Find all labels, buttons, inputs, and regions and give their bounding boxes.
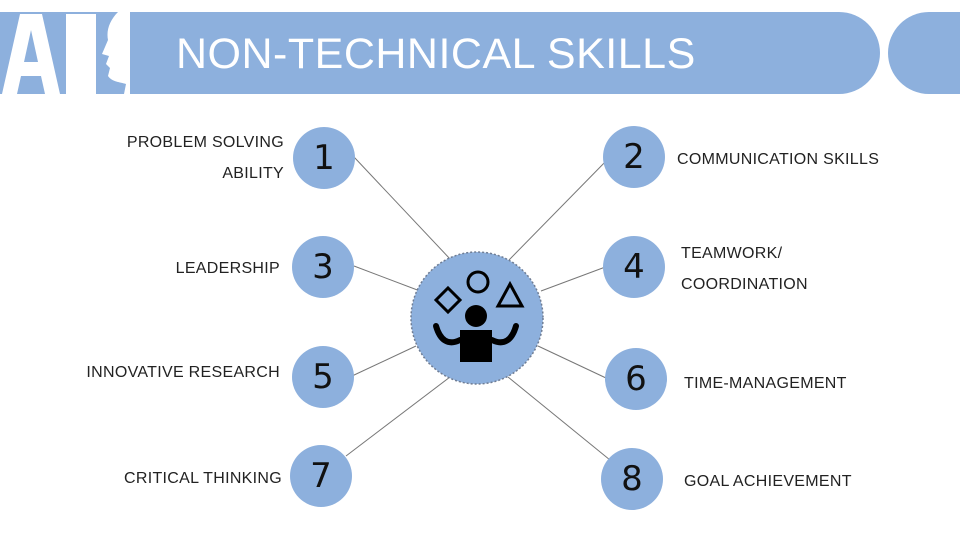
skill-number-8: 8	[601, 448, 663, 510]
skill-number-1: 1	[293, 127, 355, 189]
skill-label-8: GOAL ACHIEVEMENT	[684, 473, 852, 491]
skill-number-2: 2	[603, 126, 665, 188]
center-hub	[410, 251, 544, 385]
connector-line-7	[345, 376, 451, 457]
skill-label-7-text: CRITICAL THINKING	[123, 470, 282, 487]
connector-line-4	[540, 265, 609, 292]
skill-label-2-text: COMMUNICATION SKILLS	[677, 151, 880, 168]
title-banner-right-cap	[888, 12, 960, 94]
skill-label-4: TEAMWORK/ COORDINATION	[681, 238, 808, 300]
connector-line-5	[351, 345, 417, 377]
connector-line-6	[537, 345, 607, 379]
skill-label-1: PROBLEM SOLVING ABILITY	[127, 127, 284, 189]
connector-line-2	[508, 156, 611, 261]
skill-number-6: 6	[605, 348, 667, 410]
skill-label-6: TIME-MANAGEMENT	[684, 375, 847, 393]
skill-label-4-line-2: COORDINATION	[681, 276, 808, 293]
skill-number-3: 3	[292, 236, 354, 298]
skill-label-6-text: TIME-MANAGEMENT	[684, 375, 847, 392]
skill-label-7: CRITICAL THINKING	[124, 470, 282, 488]
juggler-icon	[433, 270, 525, 362]
skill-number-5: 5	[292, 346, 354, 408]
skill-label-5: INNOVATIVE RESEARCH	[86, 364, 280, 382]
ai-logo: AI	[0, 12, 130, 94]
skill-label-3: LEADERSHIP	[176, 260, 280, 278]
connector-line-3	[353, 265, 421, 292]
skill-label-3-text: LEADERSHIP	[175, 260, 280, 277]
connector-lines	[345, 156, 611, 461]
skill-number-7: 7	[290, 445, 352, 507]
skill-label-4-line-1: TEAMWORK/	[681, 245, 783, 262]
page-title: NON-TECHNICAL SKILLS	[176, 30, 696, 78]
skill-label-8-text: GOAL ACHIEVEMENT	[684, 473, 852, 490]
skill-number-4: 4	[603, 236, 665, 298]
connector-line-1	[353, 156, 452, 261]
skill-label-2: COMMUNICATION SKILLS	[677, 151, 879, 169]
connector-line-8	[507, 376, 611, 461]
skill-label-1-line-1: PROBLEM SOLVING	[126, 134, 284, 151]
title-banner	[0, 12, 880, 94]
skill-label-1-line-2: ABILITY	[222, 165, 284, 182]
skill-label-5-text: INNOVATIVE RESEARCH	[86, 364, 280, 381]
